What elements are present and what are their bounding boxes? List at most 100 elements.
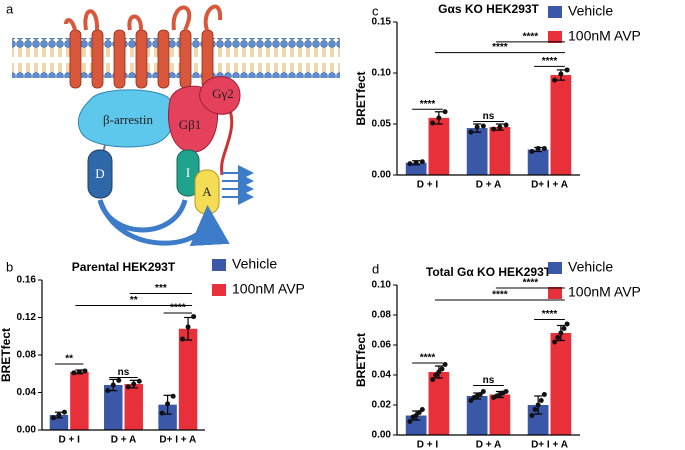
data-point [125,384,131,390]
significance-label: ns [118,367,130,378]
bar [466,396,488,435]
y-tick-label: 0.00 [372,170,392,181]
data-point [558,71,564,77]
y-tick-label: 0.00 [372,430,392,441]
y-tick-label: 0.12 [17,312,37,323]
data-point [407,419,413,424]
data-point [61,409,67,415]
data-point [503,122,509,128]
y-axis-label: BRETfect [354,333,368,387]
significance-label: **** [492,290,508,301]
data-point [82,368,88,374]
bar [428,372,450,435]
transactivation-arrows [97,200,208,243]
significance-label: **** [523,32,539,43]
bar [178,328,198,430]
receptor [69,29,214,89]
data-point [191,314,197,320]
data-point [529,149,535,155]
significance-label: **** [542,309,558,320]
bar [124,384,143,430]
bar [527,405,549,435]
x-tick-label: D + I [58,435,80,446]
significance-label: **** [420,99,436,110]
legend-swatch [548,262,562,274]
diagram: a β-arrestin Gβ1 Gγ2 D I A [6,1,340,243]
ggamma [199,76,241,115]
y-tick-label: 0.16 [17,275,37,286]
bar [550,333,572,435]
bar [550,75,572,175]
bar-chart: b Parental HEK293T BRETfect 0.00 0.04 0.08 0.1… [0,256,305,446]
membrane [12,38,340,78]
y-tick-label: 0.04 [372,370,392,381]
receptor-loop [203,4,223,31]
y-tick-label: 0.10 [372,280,392,291]
significance-label: **** [542,56,558,67]
significance-label: *** [155,283,167,294]
significance-label: ** [130,295,138,306]
data-point [561,326,567,331]
data-point [131,381,137,387]
y-tick-label: 0.10 [372,68,392,79]
data-point [185,324,191,330]
data-point [555,335,561,340]
data-point [552,339,558,345]
legend-swatch [548,31,562,43]
legend-swatch [548,287,562,299]
data-point [71,370,77,376]
data-point [433,372,439,378]
data-point [497,124,503,130]
domain-d [87,149,113,199]
data-point [413,160,419,166]
legend-label: Vehicle [568,3,613,19]
panel-label: a [6,1,14,16]
x-tick-label: D + A [476,180,501,191]
y-tick-label: 0.15 [372,17,392,28]
data-point [439,366,445,372]
significance-label: ** [65,354,73,365]
diagram-label: D [95,166,104,181]
data-point [541,392,547,397]
legend-swatch [212,284,226,296]
data-point [480,123,486,129]
y-axis-label: BRETfect [0,328,13,382]
bar [428,117,450,175]
y-tick-label: 0.02 [372,400,392,411]
bar [527,149,549,175]
chart-title: Gαs KO HEK293T [438,2,539,16]
bar [466,128,488,175]
data-point [477,392,483,397]
data-point [564,67,570,73]
data-point [170,393,176,399]
legend-swatch [212,259,226,271]
significance-label: ns [483,111,495,122]
data-point [136,378,142,384]
diagram-label: Gγ2 [212,86,234,101]
bar-chart: d Total Gα KO HEK293T BRETfect 0.00 0.02 0.04… [354,259,641,450]
diagram-label: β-arrestin [103,112,153,127]
x-tick-label: D + I [417,180,439,191]
data-point [419,407,425,412]
data-point [430,120,436,126]
legend-label: Vehicle [568,259,613,275]
data-point [442,109,448,115]
data-point [407,161,413,167]
data-point [116,377,122,383]
legend-label: Vehicle [232,256,277,272]
bar [489,127,511,175]
x-tick-label: D + A [476,440,501,450]
legend-label: 100nM AVP [568,284,641,300]
significance-label: **** [420,353,436,364]
bar [70,371,89,430]
bar [489,394,511,435]
panel-label: c [372,3,379,18]
data-point [110,382,116,388]
data-point [480,389,486,394]
data-point [180,336,186,342]
data-point [558,330,564,336]
panel-label: b [6,259,13,274]
data-point [468,398,474,403]
data-point [474,124,480,130]
data-point [76,369,82,375]
